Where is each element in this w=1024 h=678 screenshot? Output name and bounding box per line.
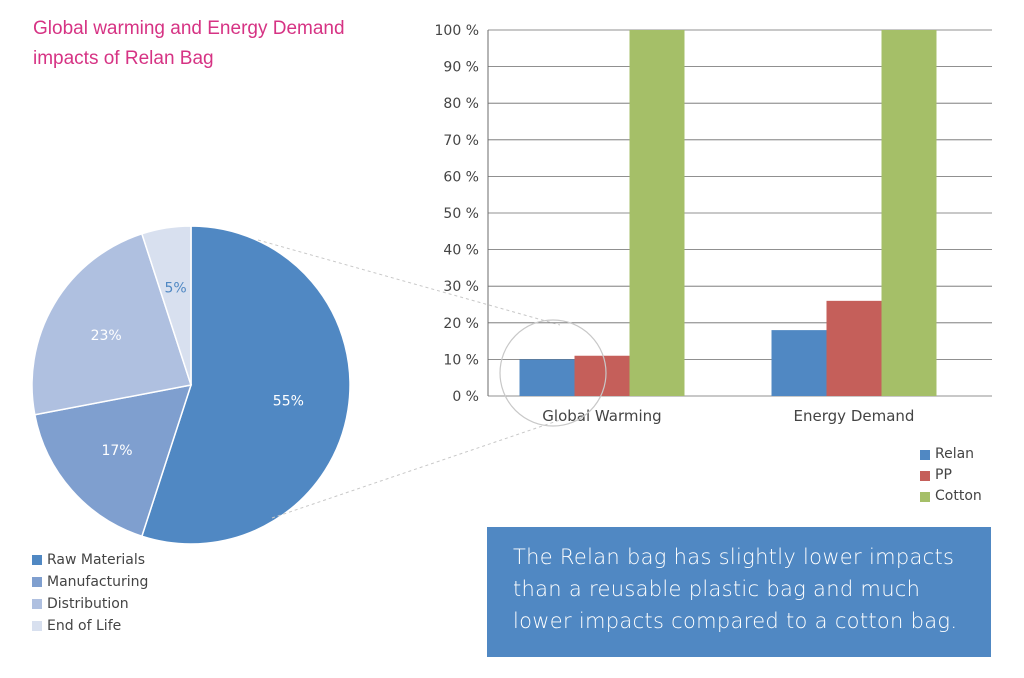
- pie-value-label: 17%: [101, 443, 132, 459]
- y-tick-label: 70 %: [443, 133, 479, 149]
- y-tick-label: 100 %: [435, 23, 479, 39]
- legend-label: Raw Materials: [47, 552, 146, 568]
- pie-value-label: 55%: [273, 393, 304, 409]
- pie-legend-item: Manufacturing: [32, 571, 148, 593]
- legend-swatch: [920, 470, 930, 481]
- pie-slice: [140, 225, 192, 386]
- pie-value-label: 23%: [91, 328, 122, 344]
- bar: [771, 330, 827, 396]
- bar-legend-item: Relan: [920, 444, 982, 465]
- callout-box: The Relan bag has slightly lower impacts…: [487, 527, 991, 657]
- legend-swatch: [32, 555, 42, 565]
- pie-slice: [31, 232, 192, 416]
- legend-label: Relan: [935, 446, 975, 462]
- connector-line: [257, 239, 561, 326]
- bar: [826, 300, 882, 396]
- bar-legend-item: PP: [920, 465, 982, 486]
- pie-legend-item: Distribution: [32, 593, 148, 615]
- legend-label: Cotton: [935, 488, 982, 504]
- legend-swatch: [920, 491, 930, 502]
- y-tick-label: 10 %: [443, 352, 479, 368]
- x-tick-label: Energy Demand: [794, 407, 915, 425]
- y-tick-label: 60 %: [443, 169, 479, 185]
- bar-legend-item: Cotton: [920, 486, 982, 507]
- legend-label: End of Life: [47, 618, 122, 634]
- pie-legend-item: Raw Materials: [32, 549, 148, 571]
- bar: [519, 359, 575, 396]
- pie-legend-item: End of Life: [32, 615, 148, 637]
- pie-legend: Raw Materials Manufacturing Distribution En…: [32, 549, 148, 637]
- legend-swatch: [32, 599, 42, 609]
- bar: [574, 355, 630, 396]
- bar: [881, 30, 937, 396]
- connector-line: [271, 419, 561, 519]
- legend-swatch: [920, 449, 930, 460]
- y-tick-label: 80 %: [443, 96, 479, 112]
- legend-label: PP: [935, 467, 952, 483]
- y-tick-label: 0 %: [452, 389, 479, 405]
- pie-slice: [33, 384, 193, 538]
- y-tick-label: 30 %: [443, 279, 479, 295]
- zoom-circle: [499, 319, 607, 427]
- y-tick-label: 40 %: [443, 243, 479, 259]
- bar: [629, 30, 685, 396]
- pie-value-label: 5%: [164, 281, 186, 297]
- legend-label: Distribution: [47, 596, 129, 612]
- chart-title: Global warming and Energy Demand impacts…: [33, 18, 345, 69]
- pie-slice: [140, 225, 351, 545]
- y-tick-label: 90 %: [443, 60, 479, 76]
- legend-swatch: [32, 577, 42, 587]
- legend-swatch: [32, 621, 42, 631]
- y-tick-label: 50 %: [443, 206, 479, 222]
- bar-legend: Relan PP Cotton: [920, 444, 982, 507]
- x-tick-label: Global Warming: [542, 407, 661, 425]
- y-tick-label: 20 %: [443, 316, 479, 332]
- legend-label: Manufacturing: [47, 574, 149, 590]
